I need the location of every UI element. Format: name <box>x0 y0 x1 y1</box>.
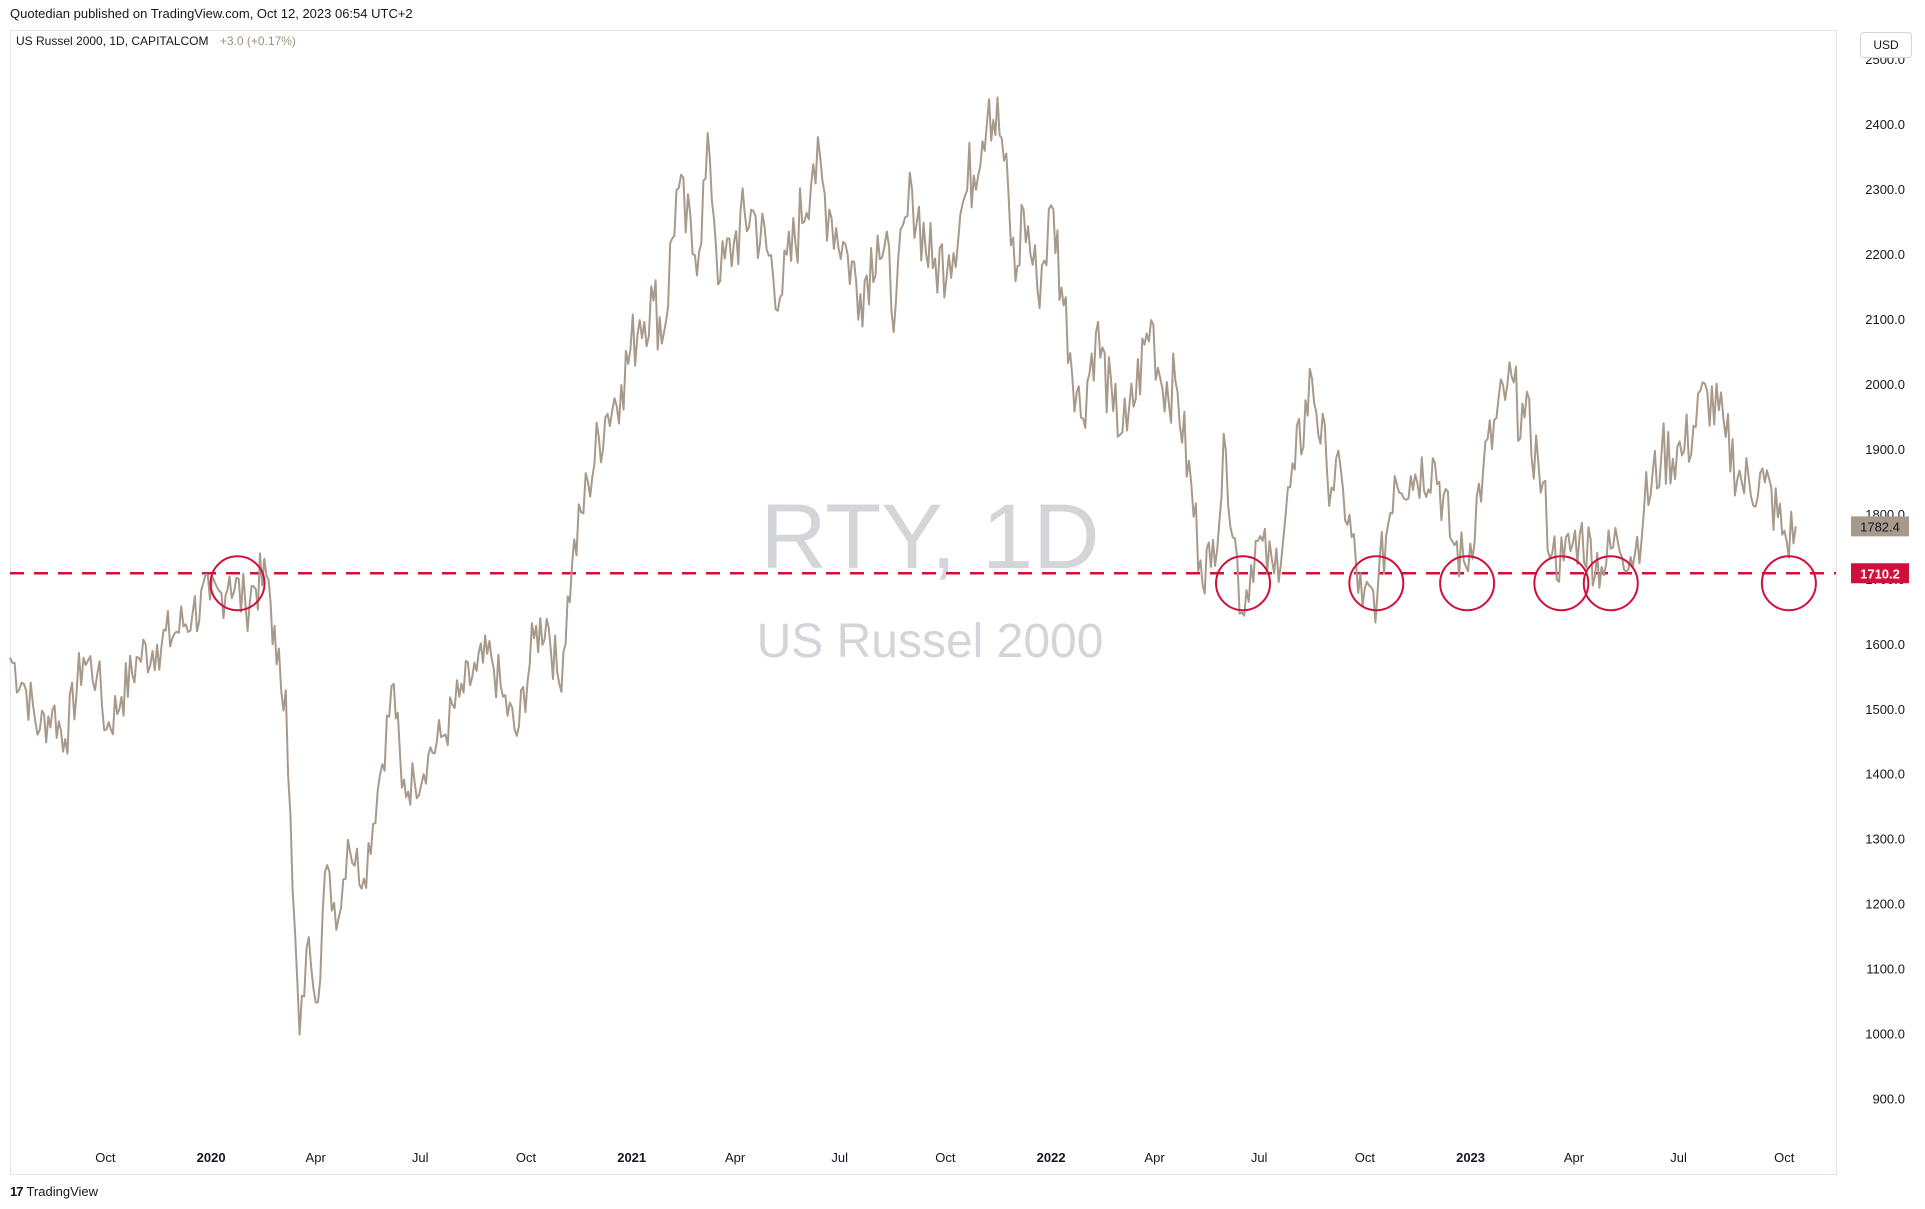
x-tick-label: Jul <box>1251 1150 1268 1165</box>
x-tick-label: Oct <box>1774 1150 1795 1165</box>
x-tick-label: Oct <box>516 1150 537 1165</box>
support-touch-circle <box>1533 555 1590 612</box>
x-tick-label: 2021 <box>617 1150 646 1165</box>
x-tick-label: Apr <box>306 1150 327 1165</box>
x-tick-label: Apr <box>1144 1150 1165 1165</box>
tradingview-logo-icon: 17 <box>10 1184 24 1199</box>
y-tick-label: 1500.0 <box>1865 702 1905 717</box>
y-tick-label: 2300.0 <box>1865 182 1905 197</box>
support-price-tag <box>1851 563 1909 584</box>
x-tick-label: Jul <box>831 1150 848 1165</box>
chart-frame <box>10 30 1837 1175</box>
y-tick-label: 2200.0 <box>1865 247 1905 262</box>
brand-name: TradingView <box>26 1184 99 1199</box>
y-tick-label: 1300.0 <box>1865 832 1905 847</box>
legend-change: +3.0 (+0.17%) <box>219 34 296 48</box>
published-line: Quotedian published on TradingView.com, … <box>10 6 413 21</box>
x-tick-label: Apr <box>1564 1150 1585 1165</box>
y-tick-label: 1000.0 <box>1865 1027 1905 1042</box>
y-tick-label: 900.0 <box>1872 1092 1905 1107</box>
x-tick-label: Apr <box>725 1150 746 1165</box>
last-price-label: 1782.4 <box>1860 519 1900 534</box>
annotation-circles <box>209 555 1817 612</box>
y-tick-label: 2100.0 <box>1865 312 1905 327</box>
x-tick-label: 2022 <box>1037 1150 1066 1165</box>
x-tick-label: 2020 <box>197 1150 226 1165</box>
x-tick-label: Jul <box>1670 1150 1687 1165</box>
series-group <box>9 96 1797 1036</box>
support-touch-circle <box>1582 555 1639 612</box>
watermark-name: US Russel 2000 <box>757 615 1104 668</box>
support-touch-circle <box>1215 555 1272 612</box>
support-touch-circle <box>1760 555 1817 612</box>
y-axis: 900.0 1000.0 1100.0 1200.0 1300.0 1400.0 1500.… <box>1865 52 1905 1106</box>
x-tick-label: Oct <box>1355 1150 1376 1165</box>
price-line[interactable] <box>9 96 1797 1036</box>
x-tick-label: Oct <box>935 1150 956 1165</box>
y-tick-label: 1600.0 <box>1865 637 1905 652</box>
x-tick-label: Jul <box>412 1150 429 1165</box>
x-tick-label: Oct <box>95 1150 116 1165</box>
y-tick-label: 2400.0 <box>1865 117 1905 132</box>
x-axis: Oct 2020 Apr Jul Oct 2021 Apr Jul Oct 2022 Apr Jul O… <box>95 1150 1795 1165</box>
legend-title: US Russel 2000, 1D, CAPITALCOM <box>16 34 209 48</box>
support-price-label: 1710.2 <box>1860 566 1900 581</box>
footer-brand[interactable]: 17 TradingView <box>10 1184 98 1199</box>
y-tick-label: 1400.0 <box>1865 767 1905 782</box>
last-price-tag <box>1851 516 1909 537</box>
y-tick-label: 1100.0 <box>1866 962 1905 977</box>
price-labels: 1782.4 1710.2 <box>1851 516 1909 584</box>
support-touch-circle <box>209 555 266 612</box>
watermark: RTY, 1D US Russel 2000 <box>757 486 1104 668</box>
y-tick-label: 2000.0 <box>1865 377 1905 392</box>
y-tick-label: 1900.0 <box>1865 442 1905 457</box>
x-tick-label: 2023 <box>1456 1150 1485 1165</box>
support-touch-circle <box>1348 555 1405 612</box>
y-tick-label: 1200.0 <box>1865 897 1905 912</box>
watermark-symbol: RTY, 1D <box>760 486 1099 588</box>
currency-button[interactable]: USD <box>1860 32 1912 58</box>
chart-legend: US Russel 2000, 1D, CAPITALCOM +3.0 (+0.… <box>16 34 296 48</box>
support-touch-circle <box>1439 555 1496 612</box>
